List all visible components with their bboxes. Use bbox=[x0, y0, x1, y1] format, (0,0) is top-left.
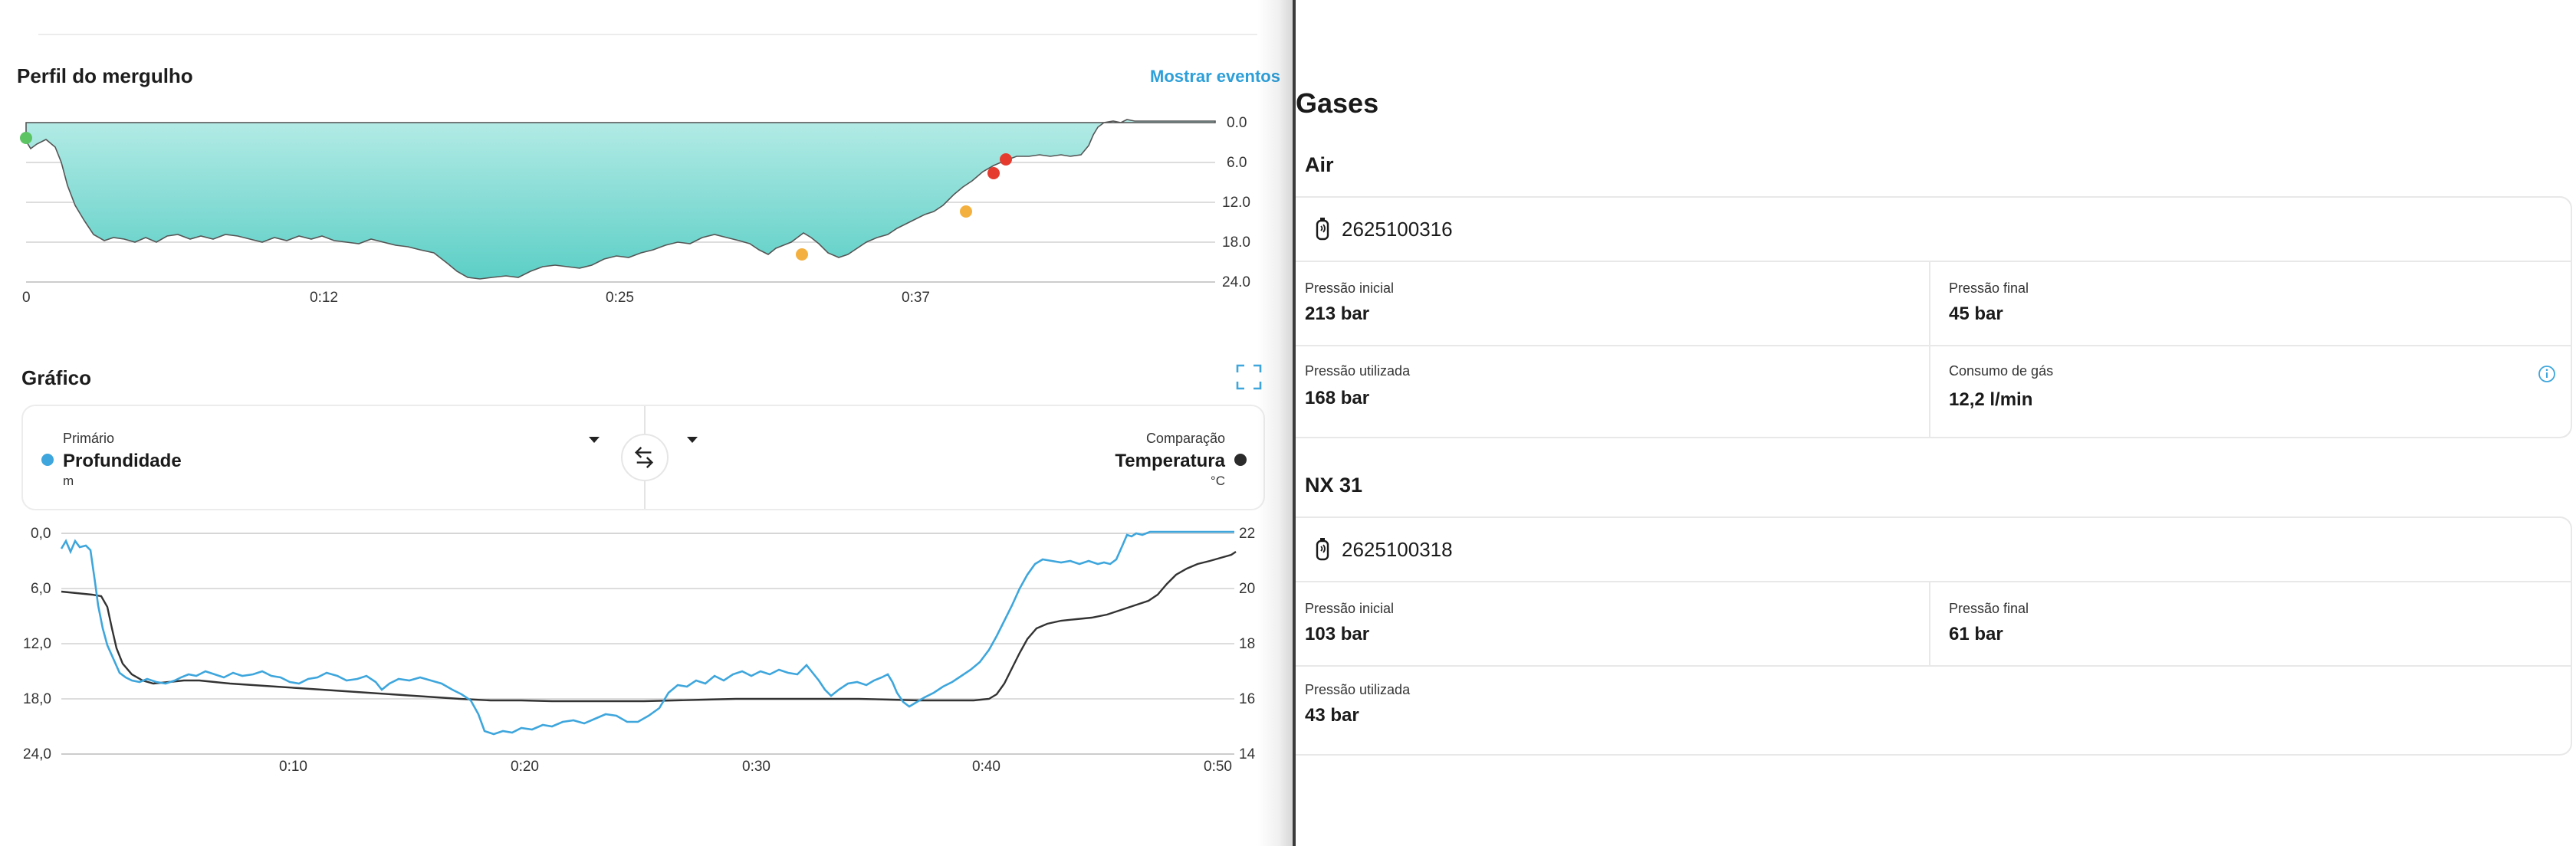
comparison-dropdown-icon[interactable] bbox=[687, 437, 698, 443]
chart-time-tick: 0:30 bbox=[742, 759, 770, 775]
comparison-series-select[interactable]: Temperatura bbox=[1115, 451, 1225, 471]
profile-title: Perfil do mergulho bbox=[17, 64, 193, 87]
chart-depth-tick: 24,0 bbox=[23, 746, 51, 762]
profile-time-tick: 0:25 bbox=[606, 290, 634, 306]
gases-pane: Gases Air 2625100316 Pressão inicial 213… bbox=[1296, 0, 2576, 846]
used-pressure-value: 168 bar bbox=[1305, 388, 1370, 408]
dive-profile-chart[interactable] bbox=[0, 107, 1288, 307]
profile-depth-tick: 18.0 bbox=[1222, 234, 1250, 251]
cell-divider bbox=[1929, 582, 1930, 667]
comparison-label: Comparação bbox=[1145, 431, 1225, 446]
profile-depth-tick: 12.0 bbox=[1222, 195, 1250, 211]
event-marker-alarm bbox=[1000, 153, 1012, 166]
event-marker-alarm bbox=[987, 167, 1000, 179]
pane-edge bbox=[1293, 0, 1296, 846]
start-pressure-label: Pressão inicial bbox=[1305, 601, 1395, 616]
graph-title: Gráfico bbox=[21, 366, 92, 389]
event-marker-warning bbox=[796, 248, 808, 261]
comparison-series-dot bbox=[1234, 454, 1247, 466]
swap-arrows-icon bbox=[635, 447, 654, 468]
profile-time-tick: 0:12 bbox=[310, 290, 338, 306]
chart-temperature-tick: 20 bbox=[1239, 581, 1256, 597]
used-pressure-label: Pressão utilizada bbox=[1305, 682, 1411, 697]
primary-dropdown-icon[interactable] bbox=[589, 437, 600, 443]
depth-series-line bbox=[60, 530, 1234, 736]
device-row: 2625100316 bbox=[1296, 198, 2571, 262]
swap-series-button[interactable] bbox=[621, 434, 669, 481]
dive-details-pane: Perfil do mergulho Mostrar eventos 0.0 6… bbox=[0, 0, 1296, 846]
event-marker-warning bbox=[960, 205, 972, 218]
end-pressure-label: Pressão final bbox=[1949, 601, 2029, 616]
row-divider bbox=[1296, 665, 2571, 667]
chart-depth-tick: 6,0 bbox=[31, 581, 51, 597]
used-pressure-label: Pressão utilizada bbox=[1305, 363, 1411, 379]
profile-depth-tick: 6.0 bbox=[1227, 155, 1247, 171]
primary-unit: m bbox=[63, 474, 74, 488]
profile-event-markers[interactable] bbox=[20, 132, 1012, 261]
device-serial: 2625100318 bbox=[1342, 538, 1453, 561]
top-divider bbox=[38, 34, 1257, 35]
primary-series-select[interactable]: Profundidade bbox=[63, 451, 182, 471]
cell-divider bbox=[1929, 262, 1930, 438]
gas-name: NX 31 bbox=[1305, 474, 1363, 497]
series-selector-card: Primário Profundidade m Comparação Tempe… bbox=[21, 405, 1265, 510]
chart-time-tick: 0:10 bbox=[279, 759, 307, 775]
profile-depth-area bbox=[25, 119, 1216, 280]
chart-temperature-tick: 22 bbox=[1239, 526, 1256, 542]
pane-shadow bbox=[1257, 0, 1296, 846]
chart-temperature-tick: 14 bbox=[1239, 746, 1256, 762]
gas-consumption-label: Consumo de gás bbox=[1949, 363, 2054, 379]
depth-temperature-chart[interactable] bbox=[0, 513, 1288, 774]
primary-series-dot bbox=[41, 454, 54, 466]
chart-time-tick: 0:40 bbox=[972, 759, 1001, 775]
profile-time-tick: 0:37 bbox=[902, 290, 930, 306]
show-events-link[interactable]: Mostrar eventos bbox=[1150, 67, 1280, 86]
comparison-unit: °C bbox=[1210, 474, 1225, 488]
device-serial: 2625100316 bbox=[1342, 218, 1453, 241]
row-divider bbox=[1296, 345, 2571, 346]
start-pressure-value: 213 bar bbox=[1305, 303, 1370, 324]
device-row: 2625100318 bbox=[1296, 518, 2571, 582]
fullscreen-icon[interactable] bbox=[1235, 363, 1263, 391]
gas-consumption-value: 12,2 l/min bbox=[1949, 389, 2033, 410]
end-pressure-value: 61 bar bbox=[1949, 624, 2003, 644]
primary-label: Primário bbox=[63, 431, 115, 446]
temperature-series-line bbox=[61, 551, 1237, 703]
chart-depth-tick: 12,0 bbox=[23, 636, 51, 652]
start-pressure-value: 103 bar bbox=[1305, 624, 1370, 644]
end-pressure-label: Pressão final bbox=[1949, 280, 2029, 296]
gas-card: 2625100318 Pressão inicial 103 bar Press… bbox=[1296, 516, 2572, 756]
chart-temperature-tick: 16 bbox=[1239, 691, 1256, 707]
tank-pod-icon bbox=[1316, 538, 1329, 561]
chart-gridlines bbox=[61, 533, 1234, 755]
chart-temperature-tick: 18 bbox=[1239, 636, 1256, 652]
gas-name: Air bbox=[1305, 153, 1334, 176]
gas-card: 2625100316 Pressão inicial 213 bar Press… bbox=[1296, 196, 2572, 438]
profile-time-tick: 0 bbox=[22, 290, 31, 306]
chart-time-tick: 0:20 bbox=[511, 759, 539, 775]
chart-depth-tick: 0,0 bbox=[31, 526, 51, 542]
gases-title: Gases bbox=[1296, 87, 1379, 119]
chart-time-tick: 0:50 bbox=[1204, 759, 1232, 775]
info-icon[interactable] bbox=[2538, 365, 2556, 383]
used-pressure-value: 43 bar bbox=[1305, 705, 1359, 726]
profile-depth-tick: 24.0 bbox=[1222, 274, 1250, 290]
event-marker-start bbox=[20, 132, 32, 144]
profile-depth-tick: 0.0 bbox=[1227, 115, 1247, 131]
tank-pod-icon bbox=[1316, 218, 1329, 241]
end-pressure-value: 45 bar bbox=[1949, 303, 2003, 324]
chart-depth-tick: 18,0 bbox=[23, 691, 51, 707]
start-pressure-label: Pressão inicial bbox=[1305, 280, 1395, 296]
